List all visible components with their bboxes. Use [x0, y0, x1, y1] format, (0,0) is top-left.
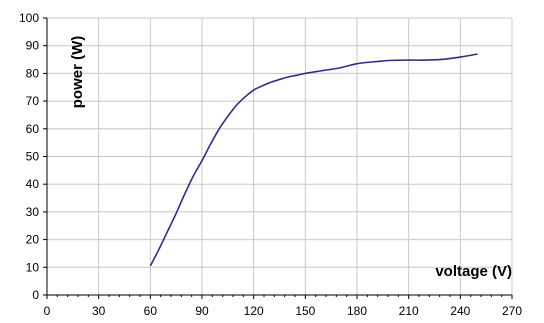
y-tick-label: 40: [26, 177, 40, 191]
y-tick-label: 0: [32, 288, 39, 302]
y-tick-label: 60: [26, 122, 40, 136]
series-line-0: [149, 53, 478, 267]
x-tick-label: 120: [244, 304, 264, 318]
y-tick-label: 100: [19, 11, 39, 25]
tick-labels: 0 10 20 30 40 50 60 70 80 90 100 0 30 60 90 120 150 180 21…: [19, 11, 522, 318]
y-tick-label: 30: [26, 205, 40, 219]
y-tick-label: 20: [26, 233, 40, 247]
y-tick-label: 70: [26, 94, 40, 108]
x-tick-label: 270: [502, 304, 522, 318]
y-tick-label: 10: [26, 260, 40, 274]
x-tick-label: 150: [295, 304, 315, 318]
x-tick-label: 60: [144, 304, 158, 318]
x-tick-label: 30: [92, 304, 106, 318]
series-layer: [149, 53, 478, 267]
x-tick-label: 210: [399, 304, 419, 318]
x-tick-label: 180: [347, 304, 367, 318]
y-tick-label: 80: [26, 66, 40, 80]
x-tick-label: 240: [450, 304, 470, 318]
y-tick-label: 50: [26, 150, 40, 164]
x-tick-label: 0: [44, 304, 51, 318]
axes: [43, 17, 513, 299]
x-axis-title: voltage (V): [435, 263, 512, 280]
x-tick-label: 90: [195, 304, 209, 318]
y-axis-title: power (W): [69, 36, 86, 109]
y-tick-label: 90: [26, 39, 40, 53]
